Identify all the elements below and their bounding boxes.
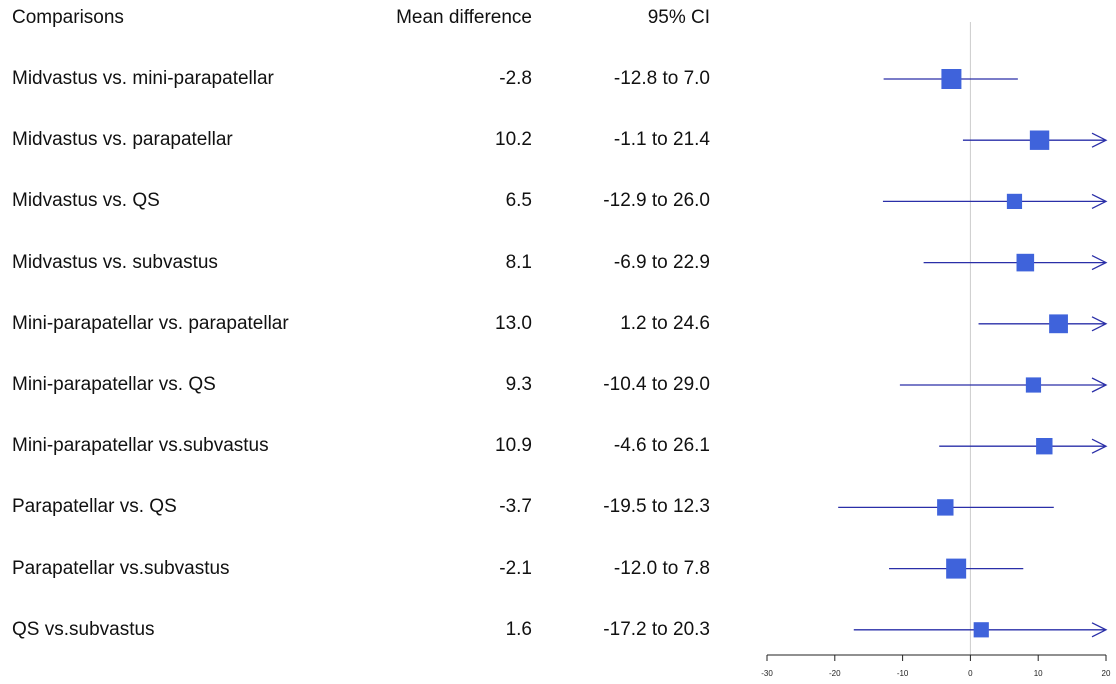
ci-arrow [1091, 316, 1108, 332]
point-estimate [1049, 314, 1068, 334]
point-estimate [1036, 438, 1053, 455]
ci-value: -6.9 to 22.9 [613, 251, 710, 273]
ci-arrow [1091, 132, 1108, 148]
point-estimate [1025, 377, 1042, 393]
comparison-label: Parapatellar vs.subvastus [12, 557, 230, 579]
point-estimate [941, 69, 962, 89]
point-estimate [1006, 193, 1023, 209]
mean-difference-value: -3.7 [499, 496, 532, 518]
mean-difference-value: -2.8 [499, 68, 532, 89]
header-ci: 95% CI [647, 7, 710, 28]
point-estimate [937, 499, 954, 516]
header-mean-difference: Mean difference [396, 7, 532, 28]
ci-value: -19.5 to 12.3 [603, 496, 710, 518]
x-tick-label: 0 [968, 669, 973, 678]
header-comparisons: Comparisons [12, 7, 124, 28]
ci-arrow [1091, 255, 1108, 271]
ci-value: -12.9 to 26.0 [603, 190, 710, 212]
comparison-label: QS vs.subvastus [12, 618, 155, 640]
ci-value: -10.4 to 29.0 [603, 374, 710, 395]
x-tick-label: 20 [1102, 669, 1111, 678]
ci-value: -12.8 to 7.0 [613, 68, 710, 89]
comparison-label: Midvastus vs. QS [12, 190, 160, 212]
comparison-label: Midvastus vs. parapatellar [12, 129, 233, 151]
mean-difference-value: 10.2 [495, 129, 532, 151]
ci-arrow [1091, 622, 1108, 638]
mean-difference-value: -2.1 [499, 557, 532, 579]
comparison-label: Parapatellar vs. QS [12, 496, 177, 518]
point-estimate [1016, 253, 1035, 272]
comparison-label: Mini-parapatellar vs. QS [12, 374, 216, 395]
point-estimate [973, 622, 989, 638]
comparison-label: Mini-parapatellar vs. parapatellar [12, 312, 289, 334]
point-estimate [1029, 130, 1050, 150]
comparison-label: Mini-parapatellar vs.subvastus [12, 435, 269, 457]
ci-arrow [1091, 193, 1108, 209]
x-tick-label: 10 [1034, 669, 1043, 678]
ci-value: -17.2 to 20.3 [603, 618, 710, 640]
x-tick-label: -10 [897, 669, 909, 678]
ci-arrow [1091, 438, 1108, 454]
ci-value: -12.0 to 7.8 [613, 557, 710, 579]
ci-value: 1.2 to 24.6 [620, 312, 710, 334]
mean-difference-value: 8.1 [505, 251, 532, 273]
ci-value: -4.6 to 26.1 [613, 435, 710, 457]
comparison-label: Midvastus vs. subvastus [12, 251, 218, 273]
x-tick-label: -30 [761, 669, 773, 678]
mean-difference-value: 1.6 [505, 618, 532, 640]
ci-arrow [1091, 377, 1108, 393]
mean-difference-value: 9.3 [505, 374, 532, 395]
ci-value: -1.1 to 21.4 [613, 129, 710, 151]
mean-difference-value: 10.9 [495, 435, 532, 457]
mean-difference-value: 6.5 [505, 190, 532, 212]
mean-difference-value: 13.0 [495, 312, 532, 334]
point-estimate [946, 558, 967, 579]
x-tick-label: -20 [829, 669, 841, 678]
comparison-label: Midvastus vs. mini-parapatellar [12, 68, 274, 89]
